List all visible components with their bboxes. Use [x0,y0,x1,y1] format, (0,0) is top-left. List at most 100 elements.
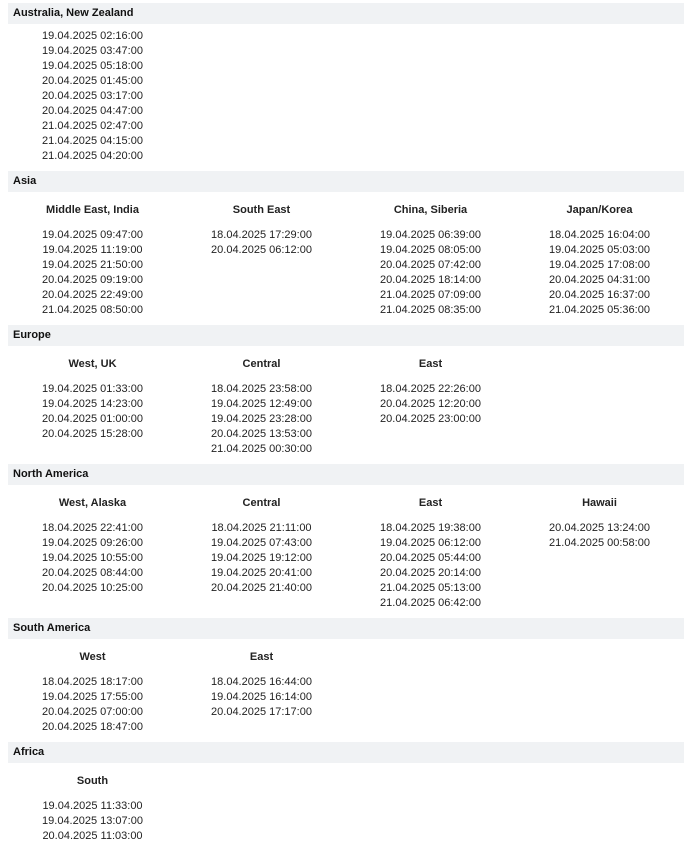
subregion-column: East 18.04.2025 22:26:00 20.04.2025 12:20:… [346,351,515,457]
section-body: West 18.04.2025 18:17:00 19.04.2025 17:55:… [8,639,684,742]
datetime-entry: 19.04.2025 19:12:00 [211,552,312,564]
datetime-entry: 20.04.2025 04:31:00 [549,274,650,286]
datetime-entry: 19.04.2025 07:43:00 [211,537,312,549]
section-header: North America [8,464,684,485]
section-header: South America [8,618,684,639]
datetime-entry: 19.04.2025 11:19:00 [42,244,143,256]
datetime-entry: 20.04.2025 15:28:00 [42,428,143,440]
datetime-entry: 21.04.2025 08:50:00 [42,304,143,316]
datetime-entry: 20.04.2025 22:49:00 [42,289,143,301]
subregion-column: 19.04.2025 02:16:00 19.04.2025 03:47:00 19… [8,29,177,164]
subregion-column: Hawaii 20.04.2025 13:24:00 21.04.2025 00:5… [515,490,684,611]
datetime-entry: 19.04.2025 08:05:00 [380,244,481,256]
region-section: South America West 18.04.2025 18:17:00 19.0… [8,618,684,742]
datetime-entry: 19.04.2025 03:47:00 [42,45,143,57]
datetime-entry: 20.04.2025 10:25:00 [42,582,143,594]
datetime-entry: 19.04.2025 17:08:00 [549,259,650,271]
section-body: West, UK 19.04.2025 01:33:00 19.04.2025 14… [8,346,684,464]
column-header: West [79,651,106,663]
datetime-entry: 21.04.2025 00:58:00 [549,537,650,549]
datetime-entry: 19.04.2025 01:33:00 [42,383,143,395]
column-header: West, UK [68,358,117,370]
datetime-entry: 20.04.2025 13:53:00 [211,428,312,440]
datetime-entry: 20.04.2025 12:20:00 [380,398,481,410]
datetime-entry: 20.04.2025 08:44:00 [42,567,143,579]
subregion-column: West 18.04.2025 18:17:00 19.04.2025 17:55:… [8,644,177,735]
section-header: Asia [8,171,684,192]
column-header: Central [242,497,281,509]
datetime-entry: 20.04.2025 18:47:00 [42,721,143,733]
column-header: Hawaii [582,497,617,509]
datetime-entry: 18.04.2025 22:26:00 [380,383,481,395]
datetime-entry: 19.04.2025 10:55:00 [42,552,143,564]
datetime-entry: 19.04.2025 06:39:00 [380,229,481,241]
datetime-entry: 20.04.2025 18:14:00 [380,274,481,286]
subregion-column: West, Alaska 18.04.2025 22:41:00 19.04.202… [8,490,177,611]
section-body: South 19.04.2025 11:33:00 19.04.2025 13:07… [8,763,684,851]
datetime-entry: 20.04.2025 16:37:00 [549,289,650,301]
subregion-column: South 19.04.2025 11:33:00 19.04.2025 13:07… [8,768,177,844]
section-header: Australia, New Zealand [8,3,684,24]
column-header: Japan/Korea [566,204,633,216]
datetime-entry: 20.04.2025 07:42:00 [380,259,481,271]
datetime-entry: 20.04.2025 13:24:00 [549,522,650,534]
subregion-column: Japan/Korea 18.04.2025 16:04:00 19.04.2025… [515,197,684,318]
subregion-column: China, Siberia 19.04.2025 06:39:00 19.04.2… [346,197,515,318]
section-body: 19.04.2025 02:16:00 19.04.2025 03:47:00 19… [8,24,684,171]
datetime-entry: 18.04.2025 16:44:00 [211,676,312,688]
datetime-entry: 20.04.2025 01:45:00 [42,75,143,87]
datetime-entry: 19.04.2025 09:26:00 [42,537,143,549]
column-header: East [418,497,443,509]
datetime-entry: 19.04.2025 02:16:00 [42,30,143,42]
datetime-entry: 19.04.2025 16:14:00 [211,691,312,703]
column-header: East [249,651,274,663]
datetime-entry: 18.04.2025 21:11:00 [211,522,312,534]
section-body: Middle East, India 19.04.2025 09:47:00 19.… [8,192,684,325]
section-header: Africa [8,742,684,763]
subregion-column: East 18.04.2025 16:44:00 19.04.2025 16:14:… [177,644,346,735]
column-header: South [76,775,109,787]
subregion-column: Middle East, India 19.04.2025 09:47:00 19.… [8,197,177,318]
datetime-entry: 21.04.2025 05:13:00 [380,582,481,594]
datetime-entry: 19.04.2025 17:55:00 [42,691,143,703]
datetime-entry: 20.04.2025 05:44:00 [380,552,481,564]
datetime-entry: 19.04.2025 23:28:00 [211,413,312,425]
datetime-entry: 18.04.2025 17:29:00 [211,229,312,241]
datetime-entry: 20.04.2025 04:47:00 [42,105,143,117]
region-section: Australia, New Zealand 19.04.2025 02:16:0… [8,3,684,171]
datetime-entry: 20.04.2025 06:12:00 [211,244,312,256]
datetime-entry: 20.04.2025 03:17:00 [42,90,143,102]
datetime-entry: 19.04.2025 12:49:00 [211,398,312,410]
column-header: West, Alaska [58,497,127,509]
region-section: Africa South 19.04.2025 11:33:00 19.04.2025… [8,742,684,851]
datetime-entry: 21.04.2025 08:35:00 [380,304,481,316]
region-section: Europe West, UK 19.04.2025 01:33:00 19.04.2… [8,325,684,464]
datetime-entry: 21.04.2025 02:47:00 [42,120,143,132]
region-section: North America West, Alaska 18.04.2025 22:4… [8,464,684,618]
datetime-entry: 19.04.2025 21:50:00 [42,259,143,271]
datetime-entry: 20.04.2025 20:14:00 [380,567,481,579]
datetime-entry: 20.04.2025 23:00:00 [380,413,481,425]
datetime-entry: 20.04.2025 09:19:00 [42,274,143,286]
datetime-entry: 21.04.2025 04:20:00 [42,150,143,162]
column-header: East [418,358,443,370]
datetime-entry: 21.04.2025 04:15:00 [42,135,143,147]
subregion-column: East 18.04.2025 19:38:00 19.04.2025 06:12:… [346,490,515,611]
subregion-column: Central 18.04.2025 23:58:00 19.04.2025 12:… [177,351,346,457]
datetime-entry: 21.04.2025 06:42:00 [380,597,481,609]
datetime-entry: 19.04.2025 11:33:00 [42,800,143,812]
datetime-entry: 19.04.2025 20:41:00 [211,567,312,579]
datetime-entry: 19.04.2025 06:12:00 [380,537,481,549]
datetime-entry: 18.04.2025 22:41:00 [42,522,143,534]
subregion-column: West, UK 19.04.2025 01:33:00 19.04.2025 14… [8,351,177,457]
column-header: Middle East, India [46,204,139,216]
datetime-entry: 21.04.2025 05:36:00 [549,304,650,316]
datetime-entry: 20.04.2025 01:00:00 [42,413,143,425]
datetime-entry: 18.04.2025 23:58:00 [211,383,312,395]
datetime-entry: 19.04.2025 13:07:00 [42,815,143,827]
section-header: Europe [8,325,684,346]
datetime-entry: 19.04.2025 05:18:00 [42,60,143,72]
section-body: West, Alaska 18.04.2025 22:41:00 19.04.202… [8,485,684,618]
datetime-entry: 21.04.2025 00:30:00 [211,443,312,455]
